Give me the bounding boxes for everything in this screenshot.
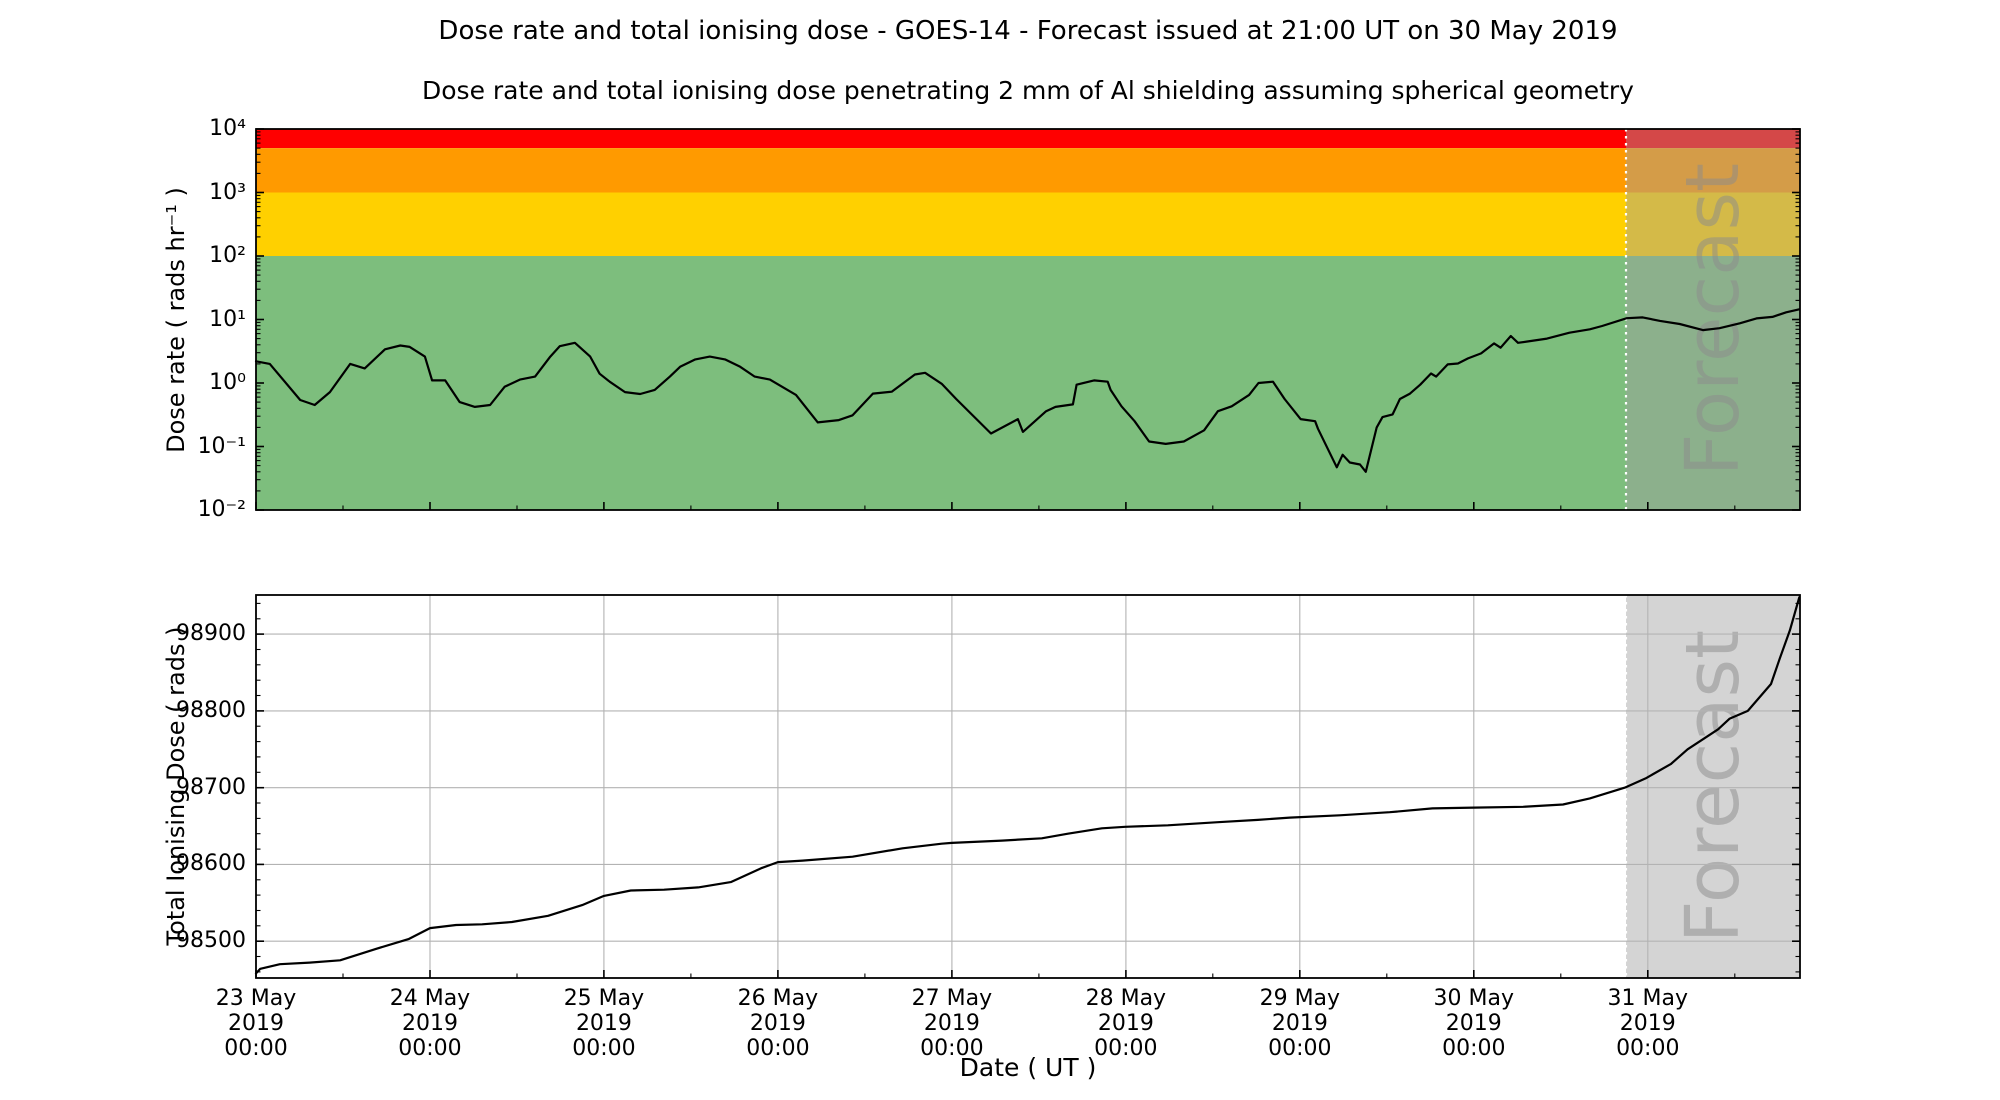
y-tick-label: 10¹ xyxy=(209,306,246,332)
x-tick-label-line: 2019 xyxy=(1619,1011,1676,1036)
x-tick-label-line: 00:00 xyxy=(1442,1036,1506,1061)
x-tick-label: 30 May 2019 00:00 xyxy=(1404,986,1544,1061)
x-tick-label-line: 27 May xyxy=(911,986,993,1011)
x-tick-label-line: 00:00 xyxy=(746,1036,810,1061)
forecast-region xyxy=(1626,595,1800,978)
x-tick-label-line: 2019 xyxy=(1097,1011,1154,1036)
x-axis-label: Date ( UT ) xyxy=(959,1053,1097,1082)
x-tick-label: 26 May 2019 00:00 xyxy=(708,986,848,1061)
x-tick-label-line: 2019 xyxy=(749,1011,806,1036)
x-tick-label-line: 30 May xyxy=(1433,986,1515,1011)
panel-border xyxy=(255,128,1801,511)
y-tick-label: 98700 xyxy=(176,774,246,800)
y-tick-label: 98900 xyxy=(176,621,246,647)
x-tick-label-line: 00:00 xyxy=(1616,1036,1680,1061)
forecast-watermark: Forecast xyxy=(1670,163,1756,476)
y-tick-label: 10⁻¹ xyxy=(197,433,246,459)
x-tick-label: 28 May 2019 00:00 xyxy=(1056,986,1196,1061)
dose-rate-curve xyxy=(254,308,1801,473)
band-green xyxy=(256,256,1800,510)
dose-rate-panel: Forecast xyxy=(250,123,1806,520)
x-tick-label: 23 May 2019 00:00 xyxy=(186,986,326,1061)
total-ionising-dose-plot: Forecast xyxy=(254,594,1801,979)
x-tick-label: 25 May 2019 00:00 xyxy=(534,986,674,1061)
total-ionising-dose-curve xyxy=(254,596,1801,975)
dose-rate-plot: Forecast xyxy=(254,128,1801,511)
forecast-watermark: Forecast xyxy=(1670,630,1756,943)
total-dose-panel: Forecast xyxy=(250,589,1806,988)
x-tick-label-line: 25 May xyxy=(563,986,645,1011)
y-tick-label: 10⁴ xyxy=(209,116,246,141)
y-tick-label: 10⁰ xyxy=(209,370,246,395)
x-tick-label: 24 May 2019 00:00 xyxy=(360,986,500,1061)
x-tick-label: 29 May 2019 00:00 xyxy=(1230,986,1370,1061)
x-tick-label: 31 May 2019 00:00 xyxy=(1578,986,1718,1061)
x-tick-label-line: 00:00 xyxy=(1268,1036,1332,1061)
x-tick-label: 27 May 2019 00:00 xyxy=(882,986,1022,1061)
x-tick-label-line: 31 May xyxy=(1607,986,1688,1011)
band-yellow xyxy=(256,192,1800,256)
x-tick-label-line: 2019 xyxy=(575,1011,632,1036)
band-red xyxy=(256,129,1800,149)
panel-border xyxy=(255,594,1801,979)
x-tick-label-line: 00:00 xyxy=(224,1036,288,1061)
x-tick-label-line: 26 May xyxy=(737,986,819,1011)
band-orange xyxy=(256,148,1800,193)
x-tick-label-line: 2019 xyxy=(1445,1011,1502,1036)
x-tick-label-line: 2019 xyxy=(923,1011,980,1036)
y-tick-label: 98600 xyxy=(176,851,246,877)
y-tick-label: 10⁻² xyxy=(197,497,246,522)
x-tick-label-line: 2019 xyxy=(1271,1011,1328,1036)
y-tick-label: 10² xyxy=(209,243,246,268)
x-tick-label-line: 28 May xyxy=(1085,986,1167,1011)
x-tick-label-line: 2019 xyxy=(228,1011,284,1036)
x-tick-label-line: 00:00 xyxy=(572,1036,636,1061)
x-tick-label-line: 24 May xyxy=(389,986,471,1011)
y-tick-label: 10³ xyxy=(209,179,246,205)
x-tick-label-line: 29 May xyxy=(1259,986,1341,1011)
y-tick-label: 98500 xyxy=(176,928,246,954)
y-tick-label: 98800 xyxy=(176,697,246,723)
x-tick-label-line: 23 May xyxy=(215,986,297,1011)
chart-title: Dose rate and total ionising dose - GOES… xyxy=(438,16,1618,46)
x-tick-label-line: 00:00 xyxy=(398,1036,462,1061)
x-tick-label-line: 2019 xyxy=(401,1011,458,1036)
x-tick-label-line: 00:00 xyxy=(1094,1036,1158,1061)
x-tick-label-line: 00:00 xyxy=(920,1036,984,1061)
chart-subtitle: Dose rate and total ionising dose penetr… xyxy=(422,76,1634,105)
